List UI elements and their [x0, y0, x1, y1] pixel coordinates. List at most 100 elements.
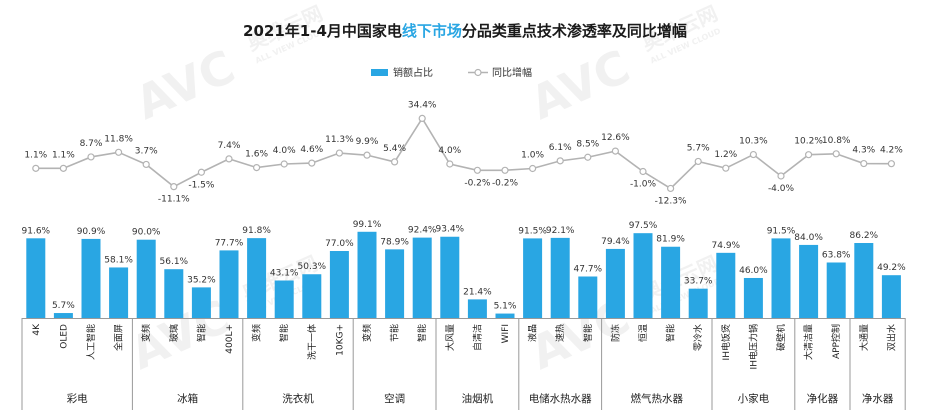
- growth-label: 10.8%: [822, 136, 851, 146]
- category-label: 智能: [195, 324, 207, 342]
- growth-label: 4.0%: [273, 146, 296, 156]
- share-bar: [247, 238, 267, 318]
- growth-point: [446, 160, 454, 168]
- growth-point: [142, 160, 150, 169]
- share-label: 77.7%: [215, 238, 244, 248]
- share-bar: [440, 236, 460, 318]
- group-label: 小家电: [738, 392, 770, 405]
- group-label: 净水器: [862, 392, 894, 405]
- category-label: 变频: [140, 324, 152, 342]
- growth-point: [804, 151, 813, 159]
- category-label: 速热: [554, 324, 566, 342]
- legend-line-label: 同比增幅: [492, 66, 532, 79]
- category-label: 双出水: [885, 324, 897, 351]
- growth-label: 10.3%: [739, 137, 768, 147]
- growth-point: [528, 164, 537, 173]
- growth-label: 4.3%: [852, 146, 875, 156]
- growth-label: 8.5%: [576, 139, 599, 149]
- category-label: 人工智能: [85, 324, 97, 360]
- share-bar: [109, 267, 129, 318]
- share-label: 84.0%: [794, 233, 823, 243]
- growth-label: 4.6%: [300, 145, 323, 155]
- category-label: 大清洁量: [803, 324, 815, 360]
- share-label: 92.4%: [408, 226, 437, 236]
- share-bar: [771, 238, 791, 318]
- growth-label: 6.1%: [549, 143, 572, 153]
- share-label: 43.1%: [270, 269, 299, 279]
- category-label: 智能: [278, 324, 290, 342]
- category-label: 智能: [665, 324, 677, 342]
- share-label: 49.2%: [877, 263, 906, 273]
- legend-line-marker: [474, 68, 482, 77]
- share-bar: [302, 274, 322, 318]
- growth-label: 5.7%: [687, 143, 710, 153]
- share-label: 91.8%: [242, 226, 271, 236]
- growth-label: 11.3%: [325, 135, 354, 145]
- group-label: 净化器: [807, 392, 839, 405]
- category-label: 破壁机: [775, 324, 787, 351]
- share-label: 91.5%: [767, 226, 796, 236]
- growth-point: [639, 167, 647, 176]
- share-label: 47.7%: [574, 265, 603, 275]
- growth-label: -1.0%: [630, 180, 657, 190]
- growth-label: -12.3%: [655, 196, 687, 206]
- category-axis: 4K OLED 人工智能 全面屏 变频 玻璃 智能 400L+ 变频 智能 洗干一体 10KG+ 变频节…: [21, 318, 906, 410]
- category-label: 全面屏: [113, 324, 125, 351]
- growth-point: [556, 157, 564, 165]
- category-label: 玻璃: [168, 324, 180, 342]
- legend: 销额占比 同比增幅: [371, 66, 532, 79]
- share-bar: [357, 231, 377, 318]
- growth-point: [860, 159, 868, 168]
- share-bar: [164, 269, 184, 318]
- growth-label: -1.5%: [188, 180, 215, 190]
- growth-line-series: 1.1% 1.1% 8.7% 11.8%3.7% -11.1% -1.5% 7.4% 1.6%…: [24, 100, 903, 206]
- category-label: 自清洁: [471, 324, 483, 351]
- share-bar: [578, 276, 598, 318]
- growth-point: [308, 159, 316, 167]
- growth-line: [35, 116, 892, 190]
- watermark-logo-0: AVC: [128, 39, 243, 130]
- category-label: 智能: [416, 324, 428, 342]
- category-label: 大通量: [858, 324, 870, 351]
- growth-label: 11.8%: [104, 134, 133, 144]
- share-label: 21.4%: [463, 287, 492, 297]
- share-label: 91.5%: [518, 226, 547, 236]
- share-label: 92.1%: [546, 226, 575, 236]
- growth-point: [832, 150, 840, 158]
- growth-label: 8.7%: [80, 139, 103, 149]
- share-bar: [550, 237, 570, 318]
- growth-point: [749, 150, 758, 159]
- share-label: 91.6%: [22, 226, 51, 236]
- growth-point: [363, 151, 371, 159]
- share-bar: [881, 275, 901, 318]
- share-label: 79.4%: [601, 237, 630, 247]
- growth-label: 10.2%: [794, 137, 823, 147]
- growth-point: [666, 184, 675, 193]
- share-bar: [605, 248, 625, 318]
- growth-label: 3.7%: [135, 146, 158, 156]
- share-bar: [26, 238, 46, 318]
- growth-point: [887, 160, 896, 168]
- share-bar: [633, 233, 653, 318]
- group-label: 燃气热水器: [631, 392, 684, 405]
- growth-label: -11.1%: [158, 195, 190, 205]
- group-label: 油烟机: [462, 392, 494, 405]
- share-bar: [799, 244, 819, 318]
- legend-bar-swatch: [371, 69, 388, 76]
- growth-label: -0.2%: [464, 178, 491, 188]
- share-label: 90.0%: [132, 228, 161, 238]
- category-label: WIFI: [501, 324, 511, 343]
- growth-point: [694, 157, 702, 166]
- share-bar: [329, 251, 349, 318]
- group-label: 彩电: [67, 392, 88, 405]
- legend-bar-label: 销额占比: [393, 66, 433, 79]
- growth-point: [225, 155, 233, 163]
- category-label: 液晶: [527, 324, 539, 342]
- growth-label: 1.2%: [714, 150, 737, 160]
- share-bar-series: 91.6% 5.7% 90.9% 58.1% 90.0% 56.1% 35.2% 77.7% 9…: [22, 220, 906, 318]
- growth-point: [584, 153, 592, 161]
- share-bar: [412, 237, 432, 318]
- category-label: 智能: [582, 324, 594, 342]
- share-label: 97.5%: [629, 221, 658, 231]
